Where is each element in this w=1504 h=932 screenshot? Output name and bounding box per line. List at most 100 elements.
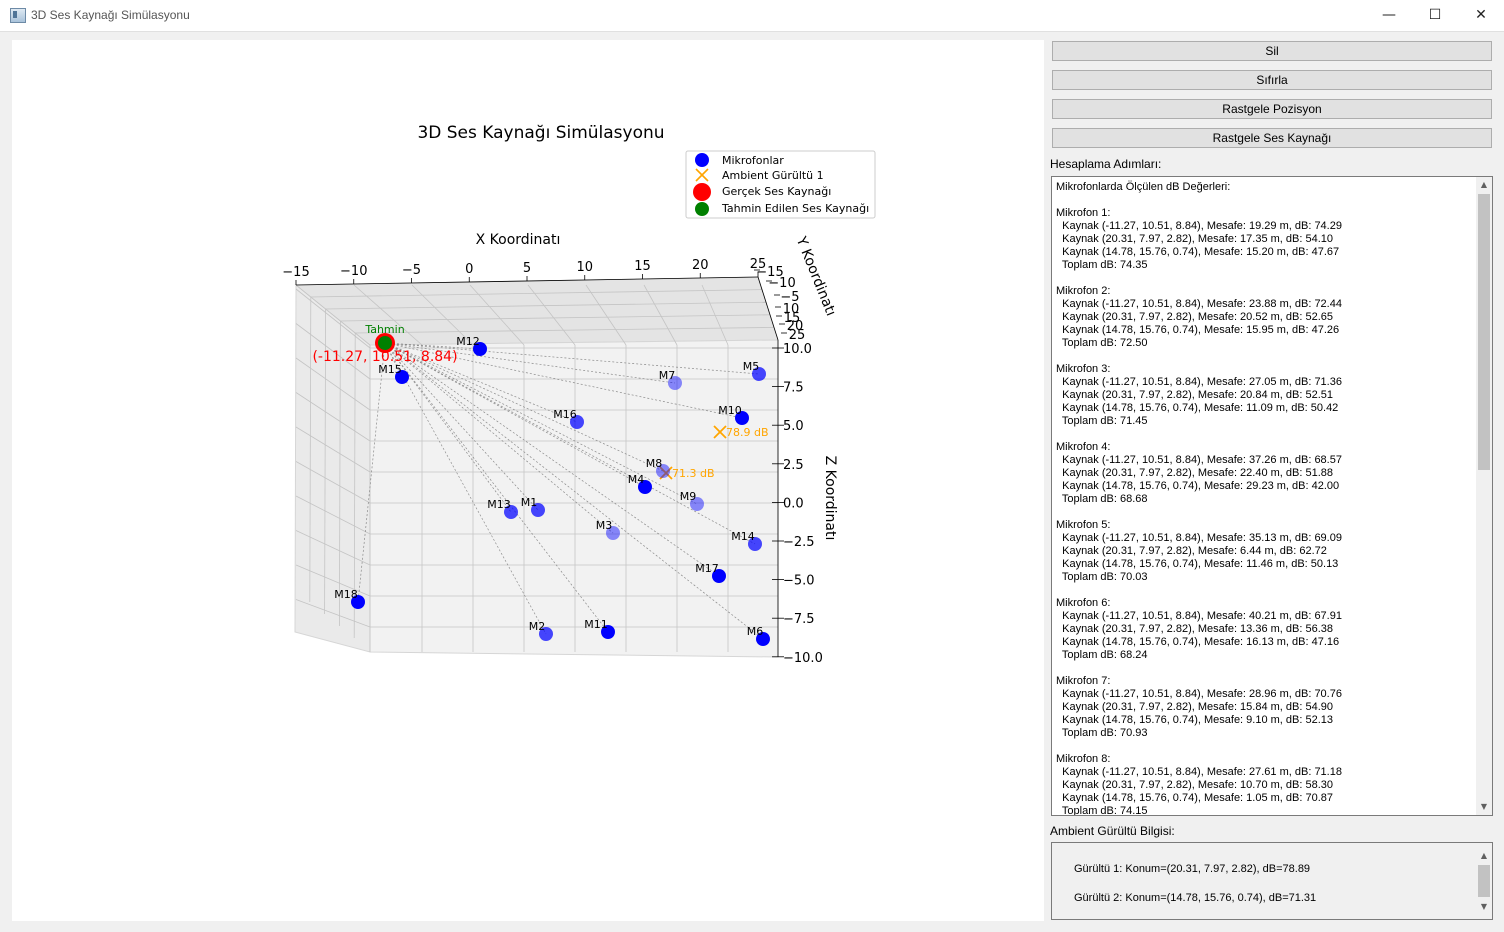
estimated-source-label: Tahmin bbox=[364, 323, 404, 336]
sources: Tahmin (-11.27, 10.51, 8.84) bbox=[312, 323, 457, 365]
microphone-point bbox=[668, 376, 682, 390]
x-tick-label: 5 bbox=[523, 261, 531, 276]
y-tick-label: 10 bbox=[783, 302, 800, 317]
distance-line bbox=[384, 342, 764, 640]
delete-button[interactable]: Sil bbox=[1052, 41, 1492, 61]
z-tick-label: −5.0 bbox=[783, 574, 815, 589]
y-tick-label: 20 bbox=[787, 319, 804, 334]
legend-label-mikrofonlar: Mikrofonlar bbox=[722, 154, 784, 167]
legend-marker-estimated-source bbox=[695, 202, 709, 216]
window-title: 3D Ses Kaynağı Simülasyonu bbox=[31, 8, 190, 22]
microphone-label: M18 bbox=[334, 588, 358, 601]
true-source-label: (-11.27, 10.51, 8.84) bbox=[312, 349, 457, 365]
scroll-up-icon[interactable]: ▲ bbox=[1480, 180, 1488, 189]
noise-label: 71.3 dB bbox=[672, 467, 715, 480]
x-tick-label: −15 bbox=[282, 265, 309, 280]
z-tick-label: 5.0 bbox=[783, 419, 804, 434]
z-tick-label: 7.5 bbox=[783, 381, 804, 396]
ambient-noise-markers: 78.9 dB 71.3 dB bbox=[659, 425, 769, 480]
microphone-point bbox=[395, 370, 409, 384]
minimize-button[interactable]: — bbox=[1382, 7, 1396, 23]
noise-line-1: Gürültü 1: Konum=(20.31, 7.97, 2.82), dB… bbox=[1074, 863, 1311, 875]
x-axis-ticks: −15 −10 −5 0 5 10 15 20 25 bbox=[282, 257, 766, 285]
x-axis-label: X Koordinatı bbox=[476, 232, 561, 248]
microphone-point bbox=[638, 480, 652, 494]
distance-line bbox=[384, 342, 760, 375]
ambient-scrollbar[interactable]: ▲ ▼ bbox=[1476, 843, 1492, 919]
microphone-label: M16 bbox=[553, 408, 577, 421]
x-tick-label: −10 bbox=[340, 264, 367, 279]
microphone-point bbox=[531, 503, 545, 517]
random-source-button[interactable]: Rastgele Ses Kaynağı bbox=[1052, 128, 1492, 148]
distance-line bbox=[384, 342, 646, 488]
scroll-thumb[interactable] bbox=[1478, 194, 1490, 470]
microphone-point bbox=[601, 625, 615, 639]
microphone-label: M15 bbox=[378, 363, 402, 376]
distance-line bbox=[384, 342, 614, 534]
microphone-label: M12 bbox=[456, 335, 480, 348]
noise-marker bbox=[659, 466, 673, 480]
distance-line bbox=[384, 342, 664, 472]
x-tick-label: 20 bbox=[692, 258, 709, 273]
ambient-scroll-up-icon[interactable]: ▲ bbox=[1480, 851, 1488, 860]
microphone-point bbox=[351, 595, 365, 609]
legend-marker-ambient bbox=[695, 168, 709, 182]
grid-lines bbox=[295, 284, 778, 652]
steps-scrollbar[interactable]: ▲ ▼ bbox=[1476, 177, 1492, 815]
distance-line bbox=[357, 342, 386, 603]
reset-button[interactable]: Sıfırla bbox=[1052, 70, 1492, 90]
distance-lines bbox=[357, 342, 764, 640]
random-position-button[interactable]: Rastgele Pozisyon bbox=[1052, 99, 1492, 119]
microphone-point bbox=[712, 569, 726, 583]
scroll-down-icon[interactable]: ▼ bbox=[1480, 802, 1488, 811]
distance-line bbox=[384, 342, 698, 505]
microphone-label: M1 bbox=[521, 496, 538, 509]
microphone-point bbox=[735, 411, 749, 425]
z-tick-label: 0.0 bbox=[783, 496, 804, 511]
ambient-scroll-down-icon[interactable]: ▼ bbox=[1480, 902, 1488, 911]
maximize-button[interactable]: ☐ bbox=[1428, 7, 1442, 23]
x-tick-label: 0 bbox=[465, 262, 473, 277]
x-tick-label: 25 bbox=[750, 257, 767, 272]
y-axis-line bbox=[757, 276, 779, 341]
microphone-label: M10 bbox=[718, 404, 742, 417]
microphone-label: M13 bbox=[487, 498, 511, 511]
z-tick-label: 10.0 bbox=[783, 342, 812, 357]
distance-line bbox=[384, 342, 547, 635]
steps-text: Mikrofonlarda Ölçülen dB Değerleri: Mikr… bbox=[1056, 181, 1342, 816]
microphone-point bbox=[570, 415, 584, 429]
y-tick-label: 15 bbox=[784, 311, 801, 326]
distance-line bbox=[384, 342, 676, 384]
microphone-point bbox=[473, 342, 487, 356]
ambient-scroll-thumb[interactable] bbox=[1478, 865, 1490, 897]
plot-3d[interactable]: 3D Ses Kaynağı Simülasyonu Mikrofonlar A… bbox=[12, 40, 1044, 921]
microphone-label: M11 bbox=[584, 618, 608, 631]
ambient-textbox[interactable]: Gürültü 1: Konum=(20.31, 7.97, 2.82), dB… bbox=[1051, 842, 1493, 920]
chart-title: 3D Ses Kaynağı Simülasyonu bbox=[417, 123, 664, 143]
plot-canvas[interactable]: 3D Ses Kaynağı Simülasyonu Mikrofonlar A… bbox=[12, 40, 1044, 921]
x-tick-label: −5 bbox=[402, 263, 421, 278]
steps-label: Hesaplama Adımları: bbox=[1050, 157, 1162, 171]
distance-line bbox=[384, 342, 539, 511]
distance-line bbox=[384, 342, 609, 633]
close-button[interactable]: ✕ bbox=[1475, 7, 1487, 23]
steps-textbox[interactable]: Mikrofonlarda Ölçülen dB Değerleri: Mikr… bbox=[1051, 176, 1493, 816]
y-tick-label: −15 bbox=[756, 265, 783, 280]
z-tick-label: −2.5 bbox=[783, 535, 815, 550]
legend-label-estimated-source: Tahmin Edilen Ses Kaynağı bbox=[721, 202, 869, 215]
microphone-label: M6 bbox=[747, 625, 764, 638]
microphone-point bbox=[756, 632, 770, 646]
microphone-point bbox=[690, 497, 704, 511]
noise-marker bbox=[713, 425, 727, 439]
y-tick-label: −10 bbox=[768, 276, 795, 291]
distance-line bbox=[384, 342, 743, 419]
distance-line bbox=[384, 342, 512, 513]
app-icon bbox=[10, 8, 26, 23]
title-bar: 3D Ses Kaynağı Simülasyonu — ☐ ✕ bbox=[0, 0, 1504, 32]
microphone-label: M7 bbox=[659, 369, 676, 382]
legend-label-ambient: Ambient Gürültü 1 bbox=[722, 169, 824, 182]
microphone-label: M2 bbox=[529, 620, 546, 633]
x-tick-label: 10 bbox=[576, 260, 593, 275]
